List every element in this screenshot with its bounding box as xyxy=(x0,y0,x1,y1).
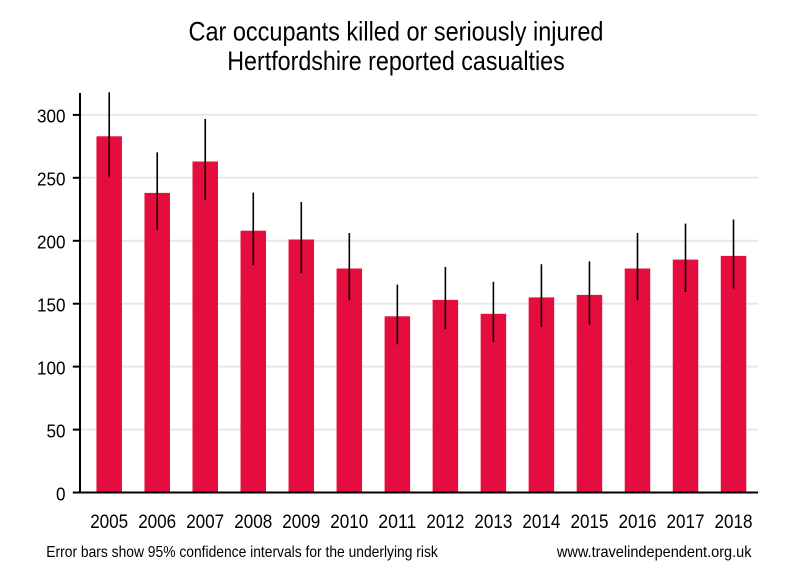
svg-text:2006: 2006 xyxy=(138,511,176,533)
svg-text:Car occupants killed or seriou: Car occupants killed or seriously injure… xyxy=(189,16,604,46)
svg-text:2007: 2007 xyxy=(186,511,224,533)
svg-text:2014: 2014 xyxy=(522,511,560,533)
svg-text:2016: 2016 xyxy=(619,511,657,533)
svg-text:2012: 2012 xyxy=(426,511,464,533)
svg-text:300: 300 xyxy=(37,106,66,127)
svg-text:2015: 2015 xyxy=(571,511,609,533)
svg-text:2018: 2018 xyxy=(715,511,753,533)
svg-text:2017: 2017 xyxy=(667,511,705,533)
svg-text:100: 100 xyxy=(37,357,66,378)
svg-text:www.travelindependent.org.uk: www.travelindependent.org.uk xyxy=(556,544,752,561)
svg-text:2011: 2011 xyxy=(378,511,416,533)
svg-text:150: 150 xyxy=(37,295,66,316)
svg-text:250: 250 xyxy=(37,169,66,190)
svg-text:2009: 2009 xyxy=(282,511,320,533)
svg-text:2010: 2010 xyxy=(330,511,368,533)
svg-text:Hertfordshire reported casualt: Hertfordshire reported casualties xyxy=(227,46,565,76)
svg-text:200: 200 xyxy=(37,232,66,253)
svg-text:2013: 2013 xyxy=(474,511,512,533)
svg-text:Error bars show 95% confidence: Error bars show 95% confidence intervals… xyxy=(46,544,438,561)
svg-text:2005: 2005 xyxy=(90,511,128,533)
svg-text:0: 0 xyxy=(56,483,66,504)
svg-text:2008: 2008 xyxy=(234,511,272,533)
svg-text:50: 50 xyxy=(47,420,66,441)
